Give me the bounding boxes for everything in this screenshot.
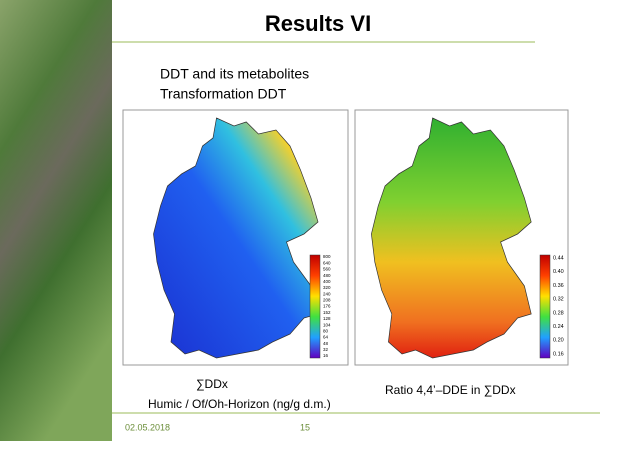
- legend-label: 240: [323, 291, 331, 296]
- caption: Ratio 4,4’–DDE in ∑DDx: [385, 383, 516, 397]
- legend-label: 0.44: [553, 255, 564, 261]
- photo-strip: [0, 0, 112, 441]
- legend-label: 80: [323, 328, 329, 333]
- legend-label: 128: [323, 316, 331, 321]
- legend-label: 16: [323, 353, 329, 358]
- legend-label: 0.28: [553, 310, 564, 316]
- legend-label: 400: [323, 279, 331, 284]
- slide-title: Results VI: [265, 11, 371, 36]
- caption: ∑DDx: [196, 377, 228, 391]
- caption: Humic / Of/Oh-Horizon (ng/g d.m.): [148, 397, 331, 411]
- legend-label: 104: [323, 322, 331, 327]
- legend-label: 560: [323, 267, 331, 272]
- legend-label: 152: [323, 310, 331, 315]
- legend-label: 48: [323, 341, 329, 346]
- subtitle-line: DDT and its metabolites: [160, 66, 309, 82]
- subtitle-line: Transformation DDT: [160, 86, 287, 102]
- legend-label: 176: [323, 304, 331, 309]
- legend-label: 0.24: [553, 324, 564, 330]
- legend-label: 320: [323, 285, 331, 290]
- legend-label: 0.40: [553, 269, 564, 275]
- legend-label: 0.16: [553, 351, 564, 357]
- legend-bar: [539, 254, 551, 359]
- legend-label: 64: [323, 335, 329, 340]
- legend-label: 0.36: [553, 283, 564, 289]
- legend-label: 208: [323, 298, 331, 303]
- legend-label: 32: [323, 347, 329, 352]
- legend-label: 0.32: [553, 297, 564, 303]
- footer-date: 02.05.2018: [125, 422, 170, 432]
- page-number: 15: [300, 422, 310, 432]
- legend-label: 800: [323, 254, 331, 259]
- legend-label: 640: [323, 260, 331, 265]
- legend-bar: [309, 254, 321, 359]
- legend-label: 0.20: [553, 338, 564, 344]
- legend-label: 480: [323, 273, 331, 278]
